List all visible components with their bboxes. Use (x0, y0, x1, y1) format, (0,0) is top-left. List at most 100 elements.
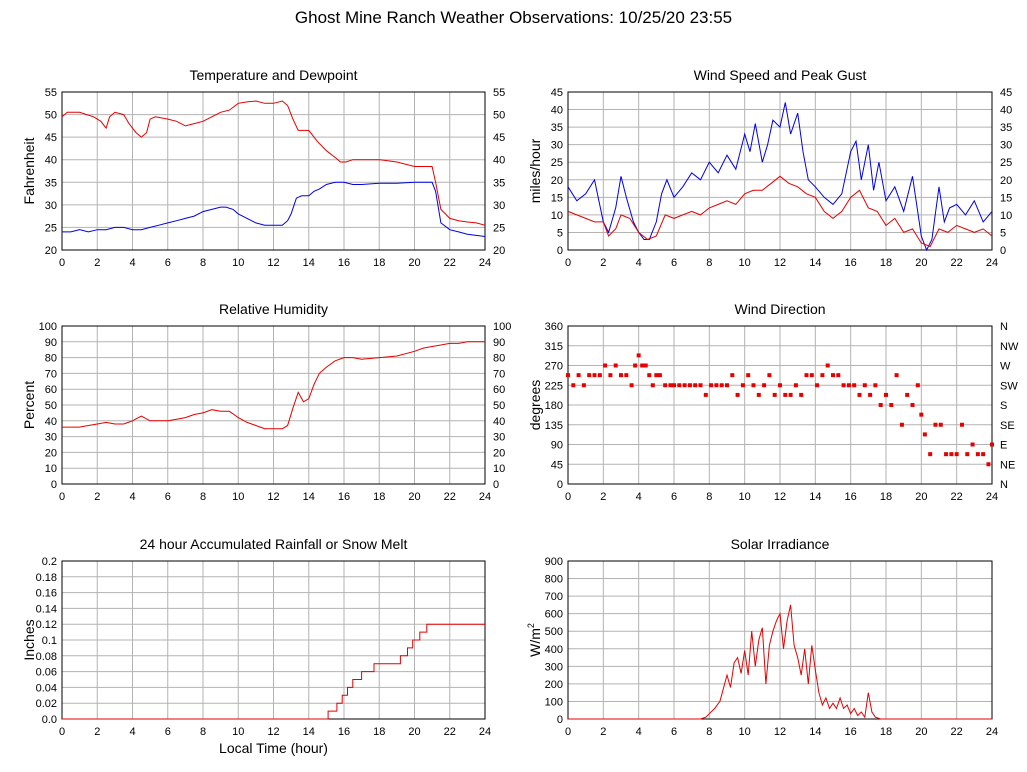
y-tick-label: 900 (545, 556, 563, 568)
data-point (783, 392, 788, 397)
data-point (905, 392, 910, 397)
data-point (928, 452, 933, 457)
x-tick-label: 12 (774, 491, 786, 503)
y-tick-label: 55 (45, 87, 57, 99)
x-tick-label: 24 (479, 726, 491, 738)
x-tick-label: 22 (444, 726, 456, 738)
x-tick-label: 14 (809, 726, 821, 738)
data-point (608, 373, 613, 378)
x-tick-label: 8 (200, 726, 206, 738)
x-tick-label: 6 (165, 257, 171, 269)
series-line-2 (62, 181, 486, 237)
series-line-1 (62, 341, 485, 430)
right-y-tick-label: 10 (1000, 210, 1012, 222)
right-y-tick-label: W (1000, 361, 1011, 373)
y-axis-label: Inches (21, 619, 37, 660)
x-tick-label: 12 (267, 491, 279, 503)
data-point (820, 373, 825, 378)
x-tick-label: 12 (267, 257, 279, 269)
right-y-tick-label: 70 (493, 368, 505, 380)
y-tick-label: 0.08 (36, 651, 57, 663)
data-point (852, 383, 857, 388)
x-tick-label: 4 (129, 726, 135, 738)
x-tick-label: 6 (165, 491, 171, 503)
data-point (613, 363, 618, 368)
y-tick-label: 800 (545, 574, 563, 586)
right-y-tick-label: 20 (493, 447, 505, 459)
y-tick-label: 0.12 (36, 619, 57, 631)
x-tick-label: 4 (129, 257, 135, 269)
data-point (735, 392, 740, 397)
y-tick-label: 40 (45, 155, 57, 167)
x-tick-label: 12 (774, 726, 786, 738)
x-tick-label: 6 (165, 726, 171, 738)
right-y-tick-label: 100 (493, 321, 511, 333)
right-y-tick-label: 20 (1000, 175, 1012, 187)
data-point (767, 373, 772, 378)
data-point (804, 373, 809, 378)
x-tick-label: 20 (915, 491, 927, 503)
y-tick-label: 0.06 (36, 667, 57, 679)
data-point (566, 373, 570, 378)
y-tick-label: 0.0 (42, 714, 57, 726)
data-point (746, 373, 751, 378)
plot-frame (567, 325, 993, 485)
right-y-tick-label: 35 (1000, 122, 1012, 134)
data-point (809, 373, 814, 378)
y-tick-label: 45 (551, 87, 563, 99)
chart-relative-humidity: 0 2 4 6 8 10 12 14 16 18 20 22 240102030405060708090… (21, 301, 511, 503)
data-point (884, 392, 888, 397)
series-line-2 (567, 175, 993, 248)
data-point (597, 373, 602, 378)
y-tick-label: 20 (45, 245, 57, 257)
data-point (857, 392, 862, 397)
right-y-tick-label: E (1000, 440, 1007, 452)
data-point (693, 383, 698, 388)
data-point (919, 412, 924, 417)
right-y-tick-label: NW (1000, 341, 1019, 353)
x-tick-label: 0 (565, 491, 571, 503)
x-tick-label: 14 (303, 726, 315, 738)
x-tick-label: 14 (303, 491, 315, 503)
data-point (970, 442, 975, 447)
y-tick-label: 500 (545, 626, 563, 638)
x-tick-label: 18 (880, 257, 892, 269)
y-tick-label: 300 (545, 661, 563, 673)
y-tick-label: 0 (51, 479, 57, 491)
chart-title: Solar Irradiance (731, 536, 830, 552)
right-y-tick-label: 90 (493, 337, 505, 349)
x-tick-label: 18 (373, 257, 385, 269)
x-tick-label: 16 (338, 726, 350, 738)
y-axis-label: degrees (527, 380, 543, 431)
y-tick-label: 0 (557, 714, 563, 726)
data-point (954, 452, 959, 457)
x-tick-label: 20 (915, 257, 927, 269)
data-point (650, 383, 655, 388)
x-tick-label: 18 (880, 726, 892, 738)
y-tick-label: 225 (545, 380, 563, 392)
x-tick-label: 0 (565, 257, 571, 269)
y-tick-label: 10 (45, 463, 57, 475)
data-point (899, 422, 904, 427)
data-point (815, 383, 820, 388)
x-tick-label: 20 (408, 257, 420, 269)
x-tick-label: 18 (880, 491, 892, 503)
y-tick-label: 80 (45, 353, 57, 365)
data-point (581, 383, 586, 388)
data-point (836, 373, 841, 378)
data-point (698, 383, 703, 388)
y-tick-label: 60 (45, 384, 57, 396)
y-tick-label: 0.02 (36, 698, 57, 710)
right-y-tick-label: 40 (493, 155, 505, 167)
right-y-tick-label: 25 (493, 222, 505, 234)
data-point (944, 452, 949, 457)
y-tick-label: 90 (45, 337, 57, 349)
data-point (587, 373, 592, 378)
y-tick-label: 0 (557, 479, 563, 491)
y-tick-label: 40 (551, 105, 563, 117)
y-tick-label: 50 (45, 110, 57, 122)
x-tick-label: 24 (986, 726, 998, 738)
data-point (878, 403, 883, 407)
